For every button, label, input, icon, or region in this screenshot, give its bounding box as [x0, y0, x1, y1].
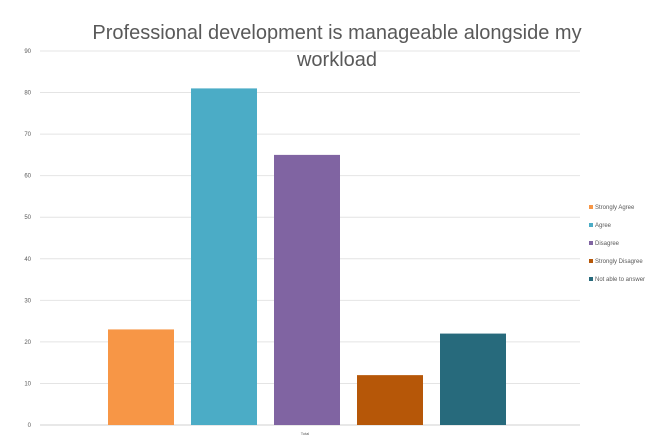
legend: Strongly Agree Agree Disagree Strongly Disa…: [589, 205, 645, 283]
y-tick-label: 10: [24, 381, 31, 387]
bar-strongly-agree: [108, 329, 174, 425]
y-tick-label: 0: [28, 423, 32, 429]
chart-title-line-2: workload: [296, 49, 377, 71]
y-tick-label: 60: [24, 174, 31, 180]
legend-swatch: [589, 259, 593, 263]
legend-swatch: [589, 205, 593, 209]
y-tick-label: 20: [24, 340, 31, 346]
y-tick-label: 30: [24, 298, 31, 304]
y-tick-label: 80: [24, 91, 31, 97]
y-axis-tick-labels: 0 10 20 30 40 50 60 70 80 90: [24, 49, 31, 429]
legend-swatch: [589, 223, 593, 227]
legend-label: Agree: [595, 223, 612, 229]
y-tick-label: 40: [24, 257, 31, 263]
legend-swatch: [589, 277, 593, 281]
y-tick-label: 90: [24, 49, 31, 55]
x-category-label: Total: [301, 431, 310, 436]
bar-disagree: [274, 154, 340, 425]
bar-not-able-to-answer: [440, 333, 506, 425]
y-tick-label: 70: [24, 132, 31, 138]
legend-label: Strongly Agree: [595, 205, 635, 211]
legend-swatch: [589, 241, 593, 245]
legend-label: Not able to answer: [595, 277, 645, 283]
y-tick-label: 50: [24, 215, 31, 221]
legend-label: Strongly Disagree: [595, 259, 643, 265]
bar-strongly-disagree: [357, 375, 423, 425]
bars: [108, 88, 506, 426]
chart-title: Professional development is manageable a…: [92, 22, 581, 71]
chart-title-line-1: Professional development is manageable a…: [92, 22, 581, 44]
bar-agree: [191, 88, 257, 426]
legend-label: Disagree: [595, 241, 620, 247]
